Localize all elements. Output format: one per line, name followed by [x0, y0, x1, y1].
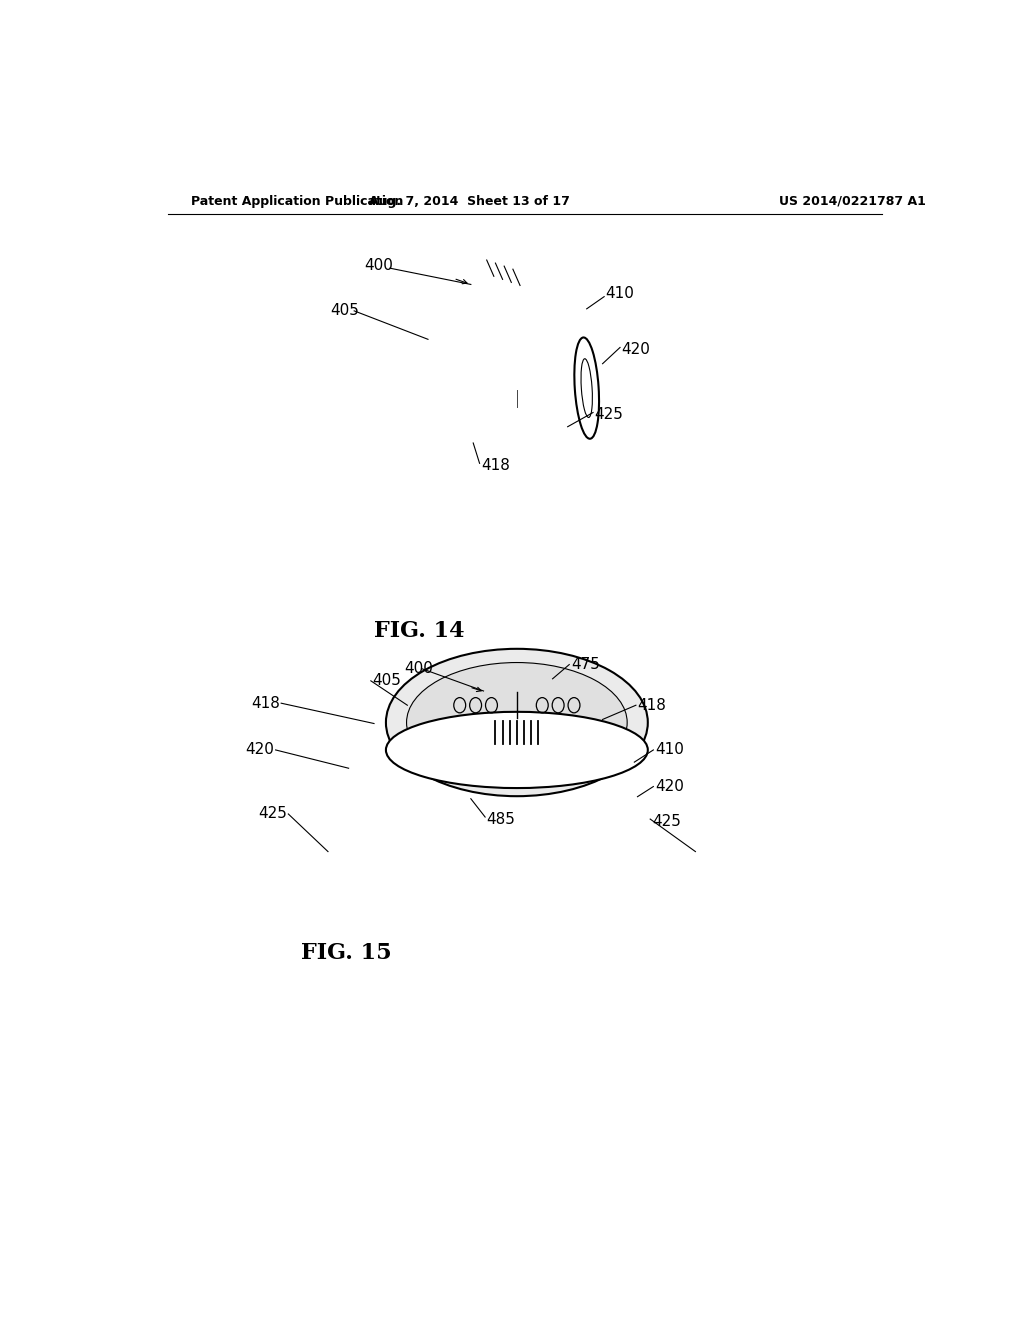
Text: 400: 400 — [365, 257, 393, 273]
Text: 485: 485 — [486, 812, 515, 826]
Text: 425: 425 — [258, 807, 287, 821]
Text: 425: 425 — [652, 813, 681, 829]
Text: 410: 410 — [655, 742, 684, 758]
Text: 400: 400 — [404, 661, 433, 676]
Text: FIG. 14: FIG. 14 — [374, 620, 465, 642]
Ellipse shape — [581, 359, 593, 417]
Text: 418: 418 — [638, 698, 667, 713]
Ellipse shape — [574, 338, 599, 438]
Text: 420: 420 — [246, 742, 274, 758]
Text: 418: 418 — [481, 458, 510, 473]
Text: 418: 418 — [251, 696, 280, 710]
Text: 475: 475 — [570, 657, 600, 672]
Text: 425: 425 — [595, 407, 624, 422]
Ellipse shape — [407, 663, 627, 783]
Text: 405: 405 — [331, 304, 359, 318]
Text: FIG. 15: FIG. 15 — [301, 942, 391, 964]
Ellipse shape — [386, 649, 648, 796]
Text: 420: 420 — [622, 342, 650, 356]
Text: US 2014/0221787 A1: US 2014/0221787 A1 — [778, 194, 926, 207]
Ellipse shape — [386, 711, 648, 788]
Text: Aug. 7, 2014  Sheet 13 of 17: Aug. 7, 2014 Sheet 13 of 17 — [369, 194, 569, 207]
Text: 420: 420 — [655, 779, 684, 795]
Text: Patent Application Publication: Patent Application Publication — [191, 194, 403, 207]
Text: 405: 405 — [373, 673, 401, 688]
Text: 410: 410 — [606, 286, 635, 301]
